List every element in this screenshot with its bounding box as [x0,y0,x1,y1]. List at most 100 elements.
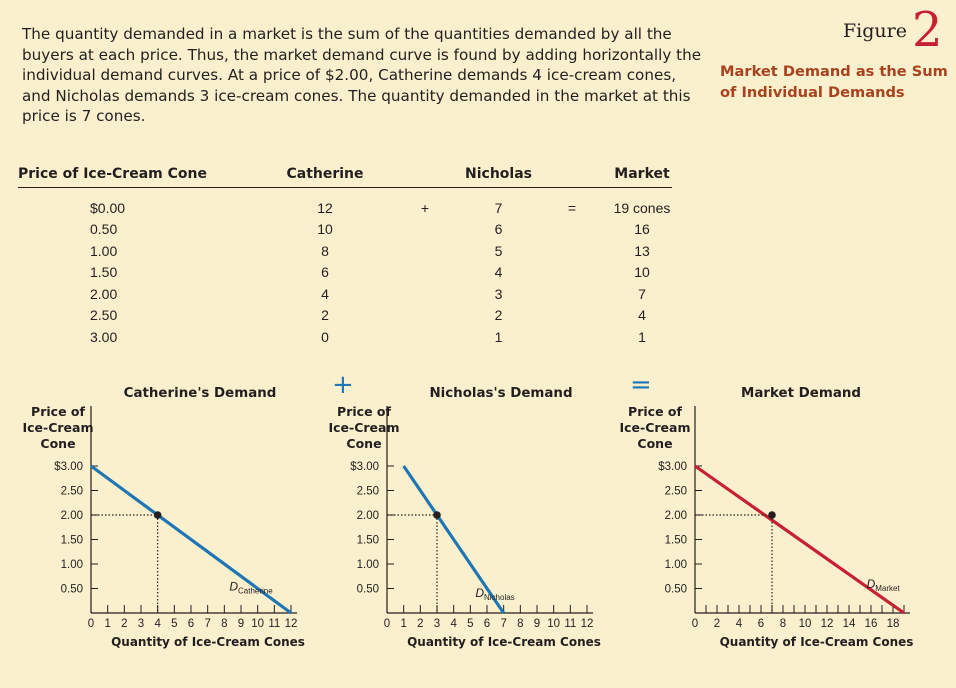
x-tick-label: 4 [736,618,743,630]
cell-price: 3.00 [90,328,118,345]
cell-market: 10 [634,264,650,281]
x-tick-label: 12 [581,618,594,630]
x-tick-label: 14 [843,618,856,630]
cell-plus: + [420,199,430,216]
cell-plus [385,219,465,241]
cell-nicholas: 3 [494,285,503,302]
y-tick-label: 1.50 [665,535,687,547]
cell-catherine: 0 [321,328,329,345]
demand-curve [694,464,905,615]
table-body: $0.00 12 +7 = 19 cones 0.50 10 6 16 1.00 8 5 13 1.50 6… [18,188,672,348]
x-tick-label: 0 [88,618,94,630]
table-row: 2.50 2 2 4 [18,305,672,327]
highlight-point [768,511,776,519]
header-spacer-equals [531,162,612,188]
y-tick-label: 2.00 [357,510,379,522]
y-tick-label: 2.50 [61,486,83,498]
y-axis-label: Ice-Cream [328,420,399,435]
cell-market: 1 [638,328,646,345]
x-tick-label: 4 [154,618,161,630]
y-tick-label: 0.50 [61,584,83,596]
x-tick-label: 8 [517,618,523,630]
x-tick-label: 1 [104,618,110,630]
cell-nicholas: 5 [494,242,503,259]
x-tick-label: 3 [138,618,144,630]
curve-label: DCatherine [229,580,273,596]
demand-schedule-table: Price of Ice-Cream Cone Catherine Nichol… [18,162,672,348]
figure-label: Figure [843,20,907,42]
x-tick-label: 9 [534,618,540,630]
figure-number: 2 [912,2,943,58]
x-tick-label: 4 [450,618,457,630]
cell-equals [532,219,612,241]
cell-price: 0.50 [90,221,118,238]
demand-curve [90,464,292,615]
y-tick-label: 0.50 [357,584,379,596]
chart-title: Market Demand [741,386,861,401]
cell-market: 19 cones [613,199,671,216]
x-axis-label: Quantity of Ice-Cream Cones [111,635,305,649]
x-tick-label: 5 [467,618,473,630]
table-row: 1.00 8 5 13 [18,240,672,262]
table-row: 0.50 10 6 16 [18,219,672,241]
cell-nicholas: 7 [494,199,503,216]
cell-plus [385,305,465,327]
plus-sign: + [332,370,354,400]
x-tick-label: 11 [268,618,280,630]
y-tick-label: 2.00 [61,510,83,522]
y-axis-label: Price of [31,404,85,419]
header-catherine: Catherine [265,162,385,188]
x-tick-label: 0 [692,618,698,630]
x-tick-label: 10 [799,618,812,630]
x-tick-label: 8 [221,618,227,630]
x-tick-label: 11 [564,618,576,630]
x-tick-label: 10 [251,618,264,630]
table-row: $0.00 12 +7 = 19 cones [18,188,672,219]
cell-market: 13 [634,242,650,259]
x-tick-label: 3 [434,618,440,630]
cell-plus [385,326,465,348]
cell-price: 2.50 [90,307,118,324]
y-axis-label: Cone [346,436,381,451]
x-tick-label: 0 [384,618,390,630]
y-axis-label: Ice-Cream [619,420,690,435]
y-tick-label: 1.00 [61,559,83,571]
intro-paragraph: The quantity demanded in a market is the… [22,25,702,126]
cell-plus [385,283,465,305]
cell-catherine: 4 [321,285,329,302]
cell-catherine: 12 [317,199,333,216]
x-tick-label: 12 [821,618,834,630]
y-axis-label: Price of [337,404,391,419]
cell-price: 2.00 [90,285,118,302]
y-tick-label: 2.00 [665,510,687,522]
cell-nicholas: 6 [494,221,503,238]
x-tick-label: 8 [780,618,786,630]
cell-plus [385,240,465,262]
x-tick-label: 9 [238,618,244,630]
y-tick-label: $3.00 [658,461,687,473]
x-tick-label: 18 [887,618,900,630]
y-axis-label: Cone [637,436,672,451]
x-tick-label: 7 [500,618,506,630]
x-tick-label: 2 [714,618,720,630]
x-axis-label: Quantity of Ice-Cream Cones [407,635,601,649]
cell-equals [532,262,612,284]
x-tick-label: 1 [400,618,406,630]
y-axis-label: Price of [628,404,682,419]
cell-nicholas: 1 [494,328,503,345]
x-tick-label: 12 [285,618,298,630]
highlight-point [433,511,441,519]
header-spacer-plus [385,162,465,188]
cell-equals [532,240,612,262]
y-tick-label: 2.50 [357,486,379,498]
y-tick-label: 2.50 [665,486,687,498]
cell-price: 1.50 [90,264,118,281]
curve-label: DNicholas [475,586,514,602]
y-tick-label: 0.50 [665,584,687,596]
header-nicholas: Nicholas [465,162,532,188]
cell-catherine: 8 [321,242,329,259]
x-tick-label: 2 [121,618,127,630]
chart-title: Catherine's Demand [124,386,277,401]
